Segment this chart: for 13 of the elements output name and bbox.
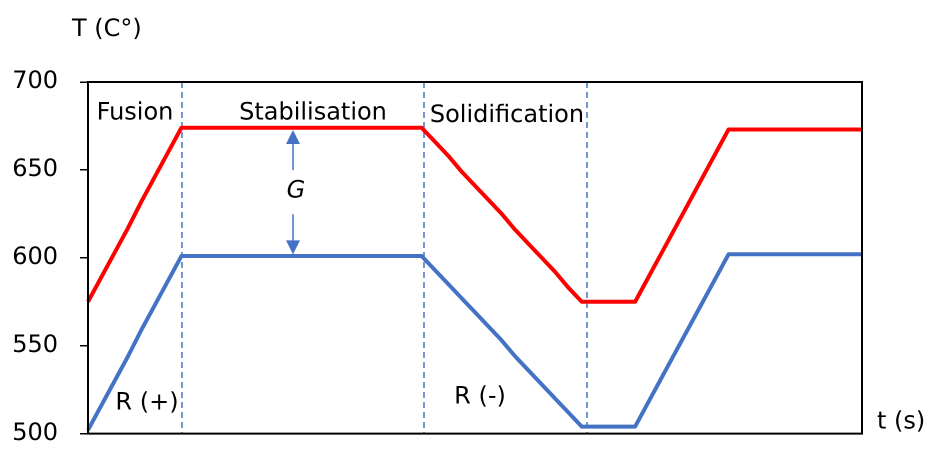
annotation: R (-) — [454, 382, 506, 410]
y-tick-label: 500 — [12, 418, 58, 446]
annotation: R (+) — [115, 387, 179, 416]
y-tick-label: 700 — [12, 66, 58, 94]
annotation: G — [286, 176, 306, 204]
annotation: Stabilisation — [239, 97, 387, 126]
annotation: Solidification — [430, 100, 584, 128]
y-tick-label: 650 — [12, 154, 58, 182]
y-tick-label: 600 — [12, 242, 58, 270]
annotation: Fusion — [96, 97, 174, 126]
y-axis-title: T (C°) — [71, 14, 142, 42]
x-axis-title: t (s) — [877, 406, 926, 435]
y-tick-label: 550 — [12, 330, 58, 358]
